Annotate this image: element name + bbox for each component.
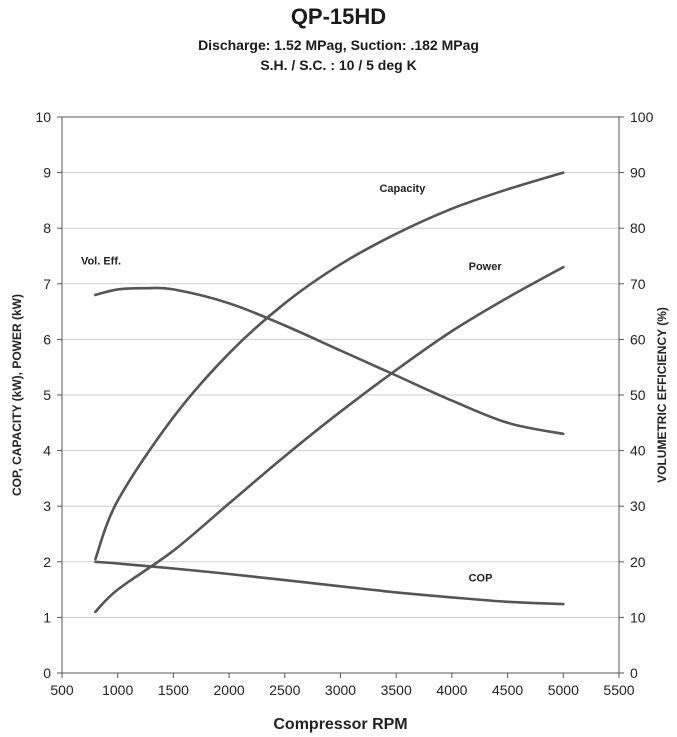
series-line-cop (94, 560, 565, 606)
y-tick-label-2: 2 (43, 554, 51, 570)
y-tick-label-8: 8 (43, 220, 51, 236)
y-tick-label-7: 7 (43, 276, 51, 292)
y-tick-label-5: 5 (43, 387, 51, 403)
curve-labels: Capacity Power Vol. Eff. COP (81, 183, 502, 584)
curve-label-capacity: Capacity (379, 183, 426, 195)
y2-tick-label-6: 60 (630, 331, 646, 347)
x-tick-label-1: 1000 (102, 682, 133, 698)
x-tick-label-9: 5000 (548, 682, 579, 698)
y-axis-label: COP, CAPACITY (kW), POWER (kW) (10, 294, 24, 496)
x-axis-label: Compressor RPM (273, 716, 407, 733)
y2-tick-label-8: 80 (630, 220, 646, 236)
series-line-vol-eff (94, 286, 565, 436)
x-tick-label-0: 500 (50, 682, 74, 698)
chart-subtitle-line-2: S.H. / S.C. : 10 / 5 deg K (260, 57, 417, 73)
y2-tick-label-0: 0 (630, 665, 638, 681)
y-tick-label-6: 6 (43, 331, 51, 347)
x-tick-label-2: 1500 (158, 682, 189, 698)
y2-axis-label: VOLUMETRIC EFFICIENCY (%) (655, 307, 669, 483)
x-tick-label-6: 3500 (381, 682, 412, 698)
y2-tick-label-5: 50 (630, 387, 646, 403)
chart-subtitle-line-1: Discharge: 1.52 MPag, Suction: .182 MPag (198, 37, 479, 53)
y-tick-label-3: 3 (43, 498, 51, 514)
x-tick-label-8: 4500 (492, 682, 523, 698)
y2-tick-label-2: 20 (630, 554, 646, 570)
x-tick-label-7: 4000 (436, 682, 467, 698)
chart-title: QP-15HD (290, 4, 387, 29)
gridlines (62, 172, 619, 618)
series-lines (94, 171, 565, 614)
y2-tick-label-4: 40 (630, 443, 646, 459)
y-tick-label-0: 0 (43, 665, 51, 681)
series-line-capacity (94, 171, 565, 561)
series-line-power (94, 265, 565, 614)
y-axis-ticks: 0 1 2 3 4 5 6 7 8 9 10 (35, 109, 62, 681)
y2-tick-label-1: 10 (630, 609, 646, 625)
y-tick-label-10: 10 (35, 109, 51, 125)
x-tick-label-5: 3000 (325, 682, 356, 698)
curve-label-vol-eff: Vol. Eff. (81, 255, 121, 267)
y-tick-label-1: 1 (43, 609, 51, 625)
curve-label-cop: COP (469, 572, 493, 584)
x-tick-label-3: 2000 (214, 682, 245, 698)
y-tick-label-9: 9 (43, 165, 51, 181)
y2-tick-label-3: 30 (630, 498, 646, 514)
y2-tick-label-10: 100 (630, 109, 654, 125)
curve-label-power: Power (469, 261, 503, 273)
x-axis-ticks: 500 1000 1500 2000 2500 3000 3500 4000 4500 5000 5… (50, 673, 635, 698)
x-tick-label-4: 2500 (269, 682, 300, 698)
y2-tick-label-9: 90 (630, 165, 646, 181)
y2-tick-label-7: 70 (630, 276, 646, 292)
y2-axis-ticks: 0 10 20 30 40 50 60 70 80 90 100 (619, 109, 654, 681)
y-tick-label-4: 4 (43, 443, 51, 459)
x-tick-label-10: 5500 (603, 682, 634, 698)
